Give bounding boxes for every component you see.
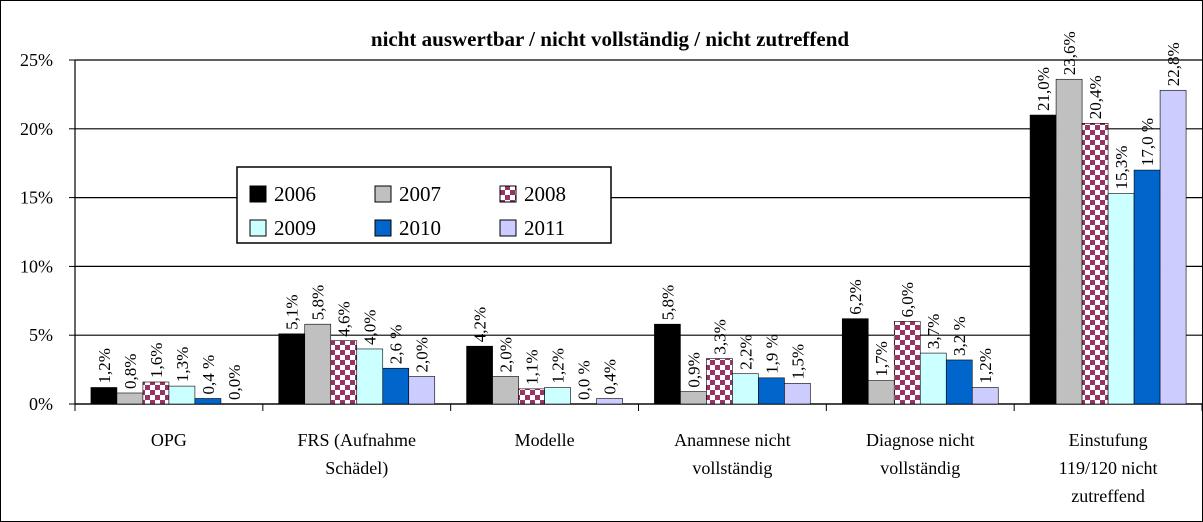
value-label: 2,6 % — [387, 325, 406, 365]
bar — [1107, 193, 1135, 405]
value-label: 6,0% — [898, 282, 917, 317]
value-label: 21,0% — [1034, 67, 1053, 111]
bar — [408, 376, 436, 405]
value-label: 0,8% — [121, 354, 140, 389]
bar — [194, 398, 222, 405]
value-label: 23,6% — [1060, 31, 1079, 75]
value-label: 22,8% — [1164, 42, 1183, 86]
y-tick-label: 0% — [29, 394, 53, 414]
value-label: 1,5% — [788, 344, 807, 379]
value-label: 0,4 % — [199, 355, 218, 395]
x-tick-label: Modelle — [514, 430, 575, 450]
legend-swatch — [499, 219, 517, 237]
bar — [680, 391, 707, 405]
value-label: 2,0% — [413, 337, 432, 372]
bar — [596, 398, 623, 405]
x-tick-label: Diagnose nicht vollständig — [866, 430, 975, 478]
bar — [90, 387, 118, 405]
value-label: 1,6% — [147, 343, 166, 378]
bar — [758, 377, 785, 405]
value-label: 5,8% — [309, 285, 328, 320]
value-label: 0,9% — [684, 352, 703, 387]
legend-label: 2011 — [524, 216, 565, 240]
x-tick-label: Anamnese nicht vollständig — [674, 430, 791, 478]
bar — [1133, 169, 1161, 405]
x-tick-label: FRS (Aufnahme Schädel) — [297, 430, 417, 478]
bar — [142, 381, 170, 405]
y-tick-label: 5% — [29, 325, 53, 345]
y-tick-label: 10% — [20, 256, 53, 276]
legend-label: 2007 — [399, 182, 441, 206]
legend: 2006 2007 2008 2009 2010 2011 — [236, 166, 612, 244]
value-label: 20,4% — [1086, 75, 1105, 119]
value-label: 1,7% — [872, 341, 891, 376]
bar — [356, 348, 384, 405]
legend-swatch — [249, 219, 267, 237]
value-label: 6,2% — [846, 279, 865, 314]
bar — [945, 359, 973, 405]
value-label: 17,0 % — [1138, 118, 1157, 166]
bar — [116, 392, 144, 405]
x-tick-label: OPG — [150, 430, 187, 450]
value-label: 1,1% — [523, 349, 542, 384]
bar — [168, 385, 196, 405]
value-label: 1,2% — [549, 348, 568, 383]
bar — [492, 376, 519, 405]
bar — [330, 340, 358, 405]
value-label: 2,0% — [497, 337, 516, 372]
value-label: 4,6% — [335, 301, 354, 336]
bar — [971, 387, 999, 405]
bar — [518, 388, 545, 405]
bar — [1159, 89, 1187, 405]
bar — [466, 345, 493, 405]
bar — [867, 380, 895, 405]
legend-swatch — [499, 185, 517, 203]
y-tick-label: 15% — [20, 188, 53, 208]
bar — [544, 387, 571, 405]
bar — [1081, 122, 1109, 405]
value-label: 3,2 % — [950, 316, 969, 356]
value-label: 1,2% — [95, 348, 114, 383]
bar — [278, 333, 306, 405]
value-label: 15,3% — [1112, 146, 1131, 190]
legend-label: 2008 — [524, 182, 566, 206]
value-label: 1,9 % — [762, 334, 781, 374]
chart-title: nicht auswertbar / nicht vollständig / n… — [371, 27, 849, 51]
bar — [1055, 78, 1083, 405]
legend-box — [236, 166, 612, 244]
legend-swatch — [374, 185, 392, 203]
y-tick-label: 25% — [20, 50, 53, 70]
value-label: 4,0% — [361, 310, 380, 345]
legend-label: 2009 — [274, 216, 316, 240]
bar — [893, 321, 921, 405]
value-label: 3,3% — [710, 319, 729, 354]
bar — [732, 373, 759, 405]
bar — [304, 323, 332, 405]
value-label: 1,2% — [976, 348, 995, 383]
value-label: 2,2% — [736, 334, 755, 369]
value-label: 5,8% — [658, 285, 677, 320]
x-tick-label: Einstufung 119/120 nicht zutreffend — [1058, 430, 1158, 506]
legend-label: 2006 — [274, 182, 316, 206]
value-label: 5,1% — [283, 294, 302, 329]
value-label: 1,3% — [173, 347, 192, 382]
y-tick-label: 20% — [20, 119, 53, 139]
value-label: 0,0% — [225, 365, 244, 400]
legend-label: 2010 — [399, 216, 441, 240]
value-label: 0,4% — [601, 359, 620, 394]
legend-swatch — [374, 219, 392, 237]
value-label: 4,2% — [471, 307, 490, 342]
bar — [1029, 114, 1057, 405]
value-label: 3,7% — [924, 314, 943, 349]
bar — [919, 352, 947, 405]
bar — [706, 358, 733, 405]
legend-swatch — [249, 185, 267, 203]
bar — [654, 323, 681, 405]
value-label: 0,0 % — [575, 360, 594, 400]
bar — [784, 383, 811, 405]
bar — [841, 318, 869, 405]
bar — [382, 367, 410, 405]
